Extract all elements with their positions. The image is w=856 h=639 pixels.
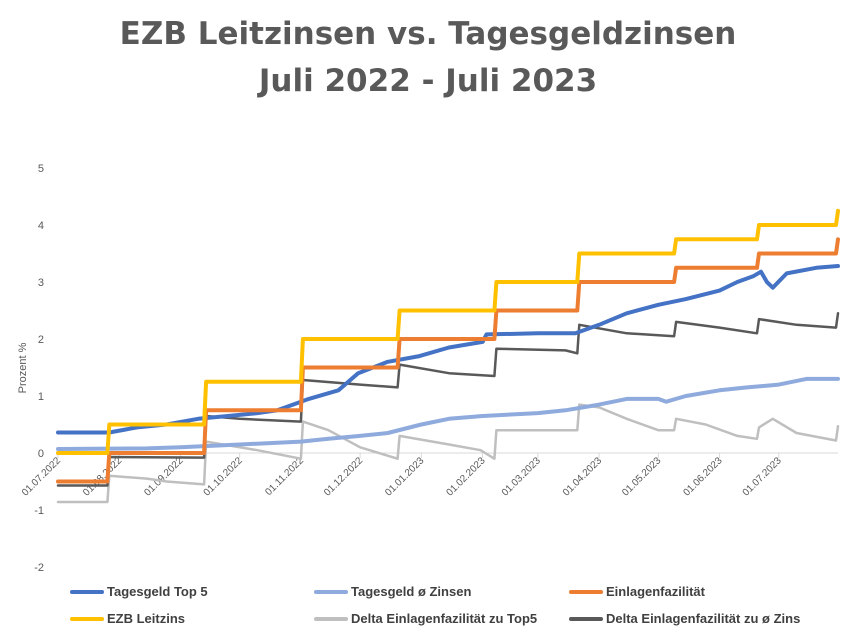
y-tick-label: 5 (38, 163, 44, 175)
series-layer (56, 208, 840, 504)
legend-label: Einlagenfazilität (606, 584, 706, 599)
y-axis-label: Prozent % (17, 342, 29, 393)
y-tick-label: 0 (38, 448, 44, 460)
x-tick-label: 01.06.2023 (681, 455, 724, 498)
chart-title: EZB Leitzinsen vs. Tagesgeldzinsen (120, 16, 737, 52)
series-line (56, 403, 840, 504)
x-tick-label: 01.03.2023 (500, 455, 543, 498)
x-tick-label: 01.11.2022 (263, 455, 306, 498)
x-tick-label: 01.10.2022 (202, 455, 245, 498)
x-tick-label: 01.01.2023 (383, 455, 426, 498)
series-line (56, 237, 840, 484)
x-tick-label: 01.02.2023 (445, 455, 488, 498)
legend-label: Delta Einlagenfazilität zu ø Zins (606, 611, 800, 626)
x-tick-label: 01.09.2022 (142, 455, 185, 498)
series-line (56, 264, 840, 435)
series-line (56, 376, 840, 451)
legend-label: EZB Leitzins (107, 611, 185, 626)
legend-label: Delta Einlagenfazilität zu Top5 (351, 611, 537, 626)
y-tick-label: -2 (34, 562, 44, 574)
legend: Tagesgeld Top 5 Tagesgeld ø Zinsen Einlage… (70, 584, 800, 626)
y-tick-label: 4 (38, 220, 44, 232)
x-tick-label: 01.12.2022 (322, 455, 365, 498)
x-axis-ticks: 01.07.2022 01.08.2022 01.09.2022 01.10.2022… (20, 453, 784, 499)
y-axis-ticks: -2 -1 0 1 2 3 4 5 (34, 163, 44, 574)
y-tick-label: 1 (38, 391, 44, 403)
legend-label: Tagesgeld ø Zinsen (351, 584, 471, 599)
x-tick-label: 01.04.2023 (561, 455, 604, 498)
chart-subtitle: Juli 2022 - Juli 2023 (257, 63, 597, 99)
x-tick-label: 01.05.2023 (620, 455, 663, 498)
x-tick-label: 01.07.2023 (741, 455, 784, 498)
legend-label: Tagesgeld Top 5 (107, 584, 208, 599)
series-line (56, 208, 840, 455)
x-tick-label: 01.07.2022 (20, 455, 63, 498)
y-tick-label: -1 (34, 505, 44, 517)
y-tick-label: 3 (38, 277, 44, 289)
y-tick-label: 2 (38, 334, 44, 346)
